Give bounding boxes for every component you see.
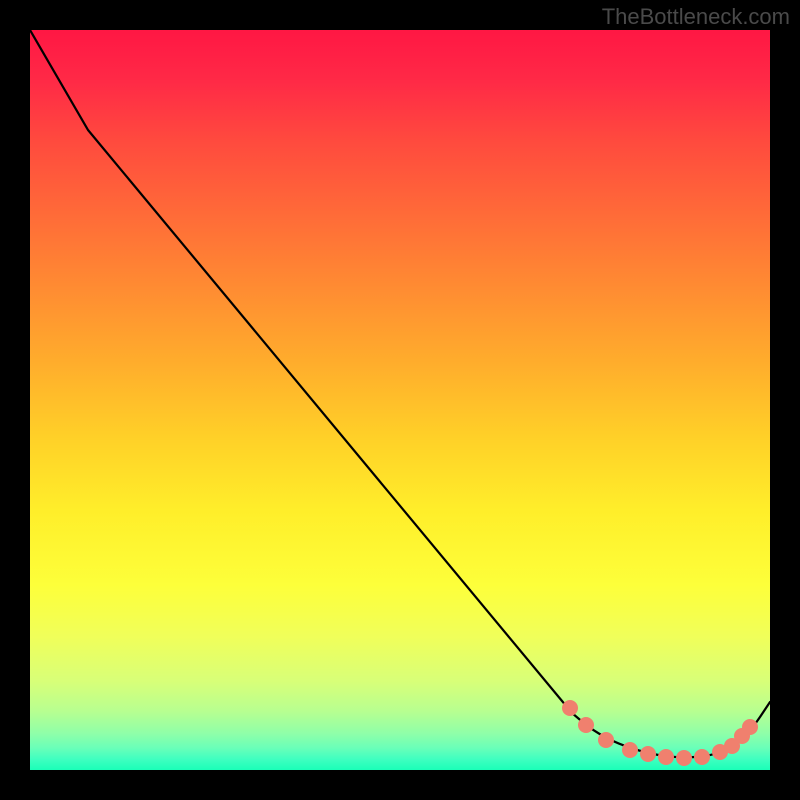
- data-marker: [676, 750, 692, 766]
- data-marker: [622, 742, 638, 758]
- bottleneck-curve: [30, 30, 770, 757]
- markers-group: [562, 700, 758, 766]
- data-marker: [694, 749, 710, 765]
- data-marker: [578, 717, 594, 733]
- data-marker: [640, 746, 656, 762]
- data-marker: [562, 700, 578, 716]
- data-marker: [658, 749, 674, 765]
- data-marker: [598, 732, 614, 748]
- data-marker: [742, 719, 758, 735]
- watermark-text: TheBottleneck.com: [602, 4, 790, 30]
- curve-overlay: [30, 30, 770, 770]
- plot-area: [30, 30, 770, 770]
- chart-container: TheBottleneck.com: [0, 0, 800, 800]
